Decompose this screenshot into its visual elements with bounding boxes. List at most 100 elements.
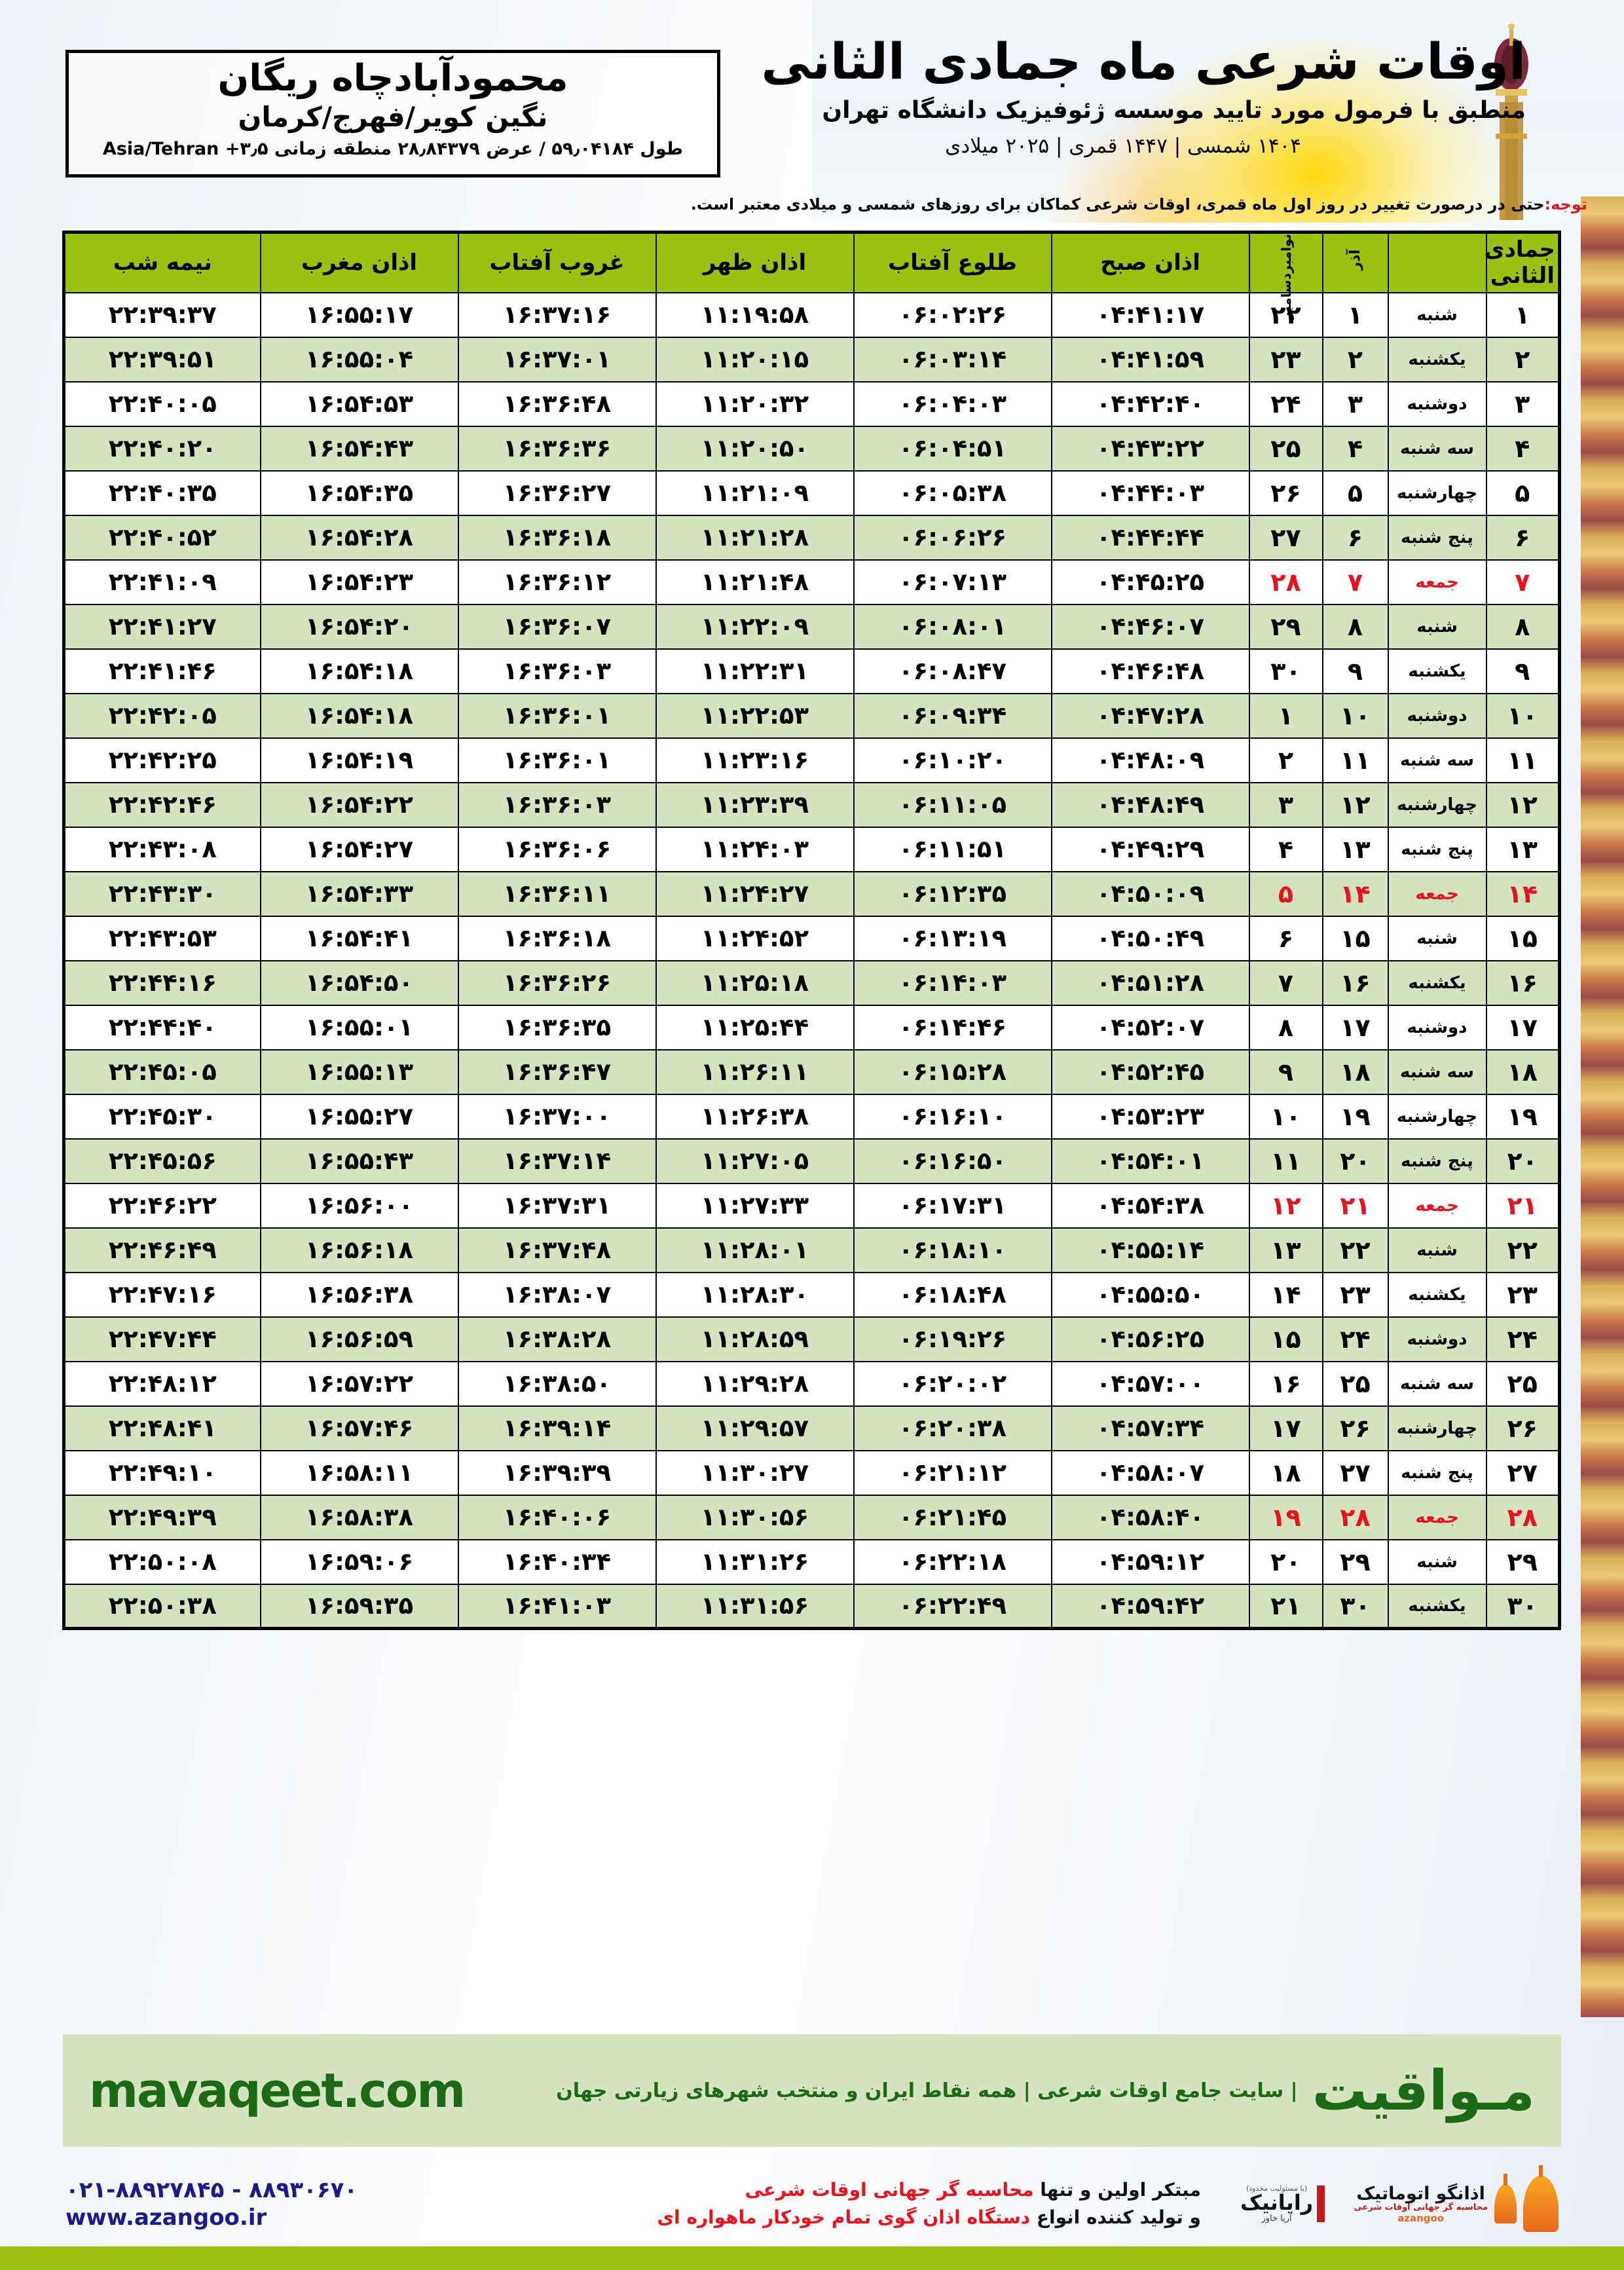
table-row: ۱۴ جمعه ۱۴ ۵ ۰۴:۵۰:۰۹ ۰۶:۱۲:۳۵ ۱۱:۲۴:۲۷ ۱۶:۳۶:۱… bbox=[63, 870, 1560, 917]
table-row: ۵ چهارشنبه ۵ ۲۶ ۰۴:۴۴:۰۳ ۰۶:۰۵:۳۸ ۱۱:۲۱:۰۹ ۱۶:۳… bbox=[63, 470, 1560, 516]
cell-fajr: ۰۴:۵۰:۰۹ bbox=[1050, 870, 1250, 917]
cell-fajr: ۰۴:۵۰:۴۹ bbox=[1050, 915, 1250, 961]
contact-website[interactable]: www.azangoo.ir bbox=[65, 2205, 267, 2231]
cell-sunrise: ۰۶:۰۲:۲۶ bbox=[853, 291, 1052, 338]
cell-jamadi-day: ۱۹ bbox=[1485, 1093, 1560, 1140]
cell-midnight: ۲۲:۴۶:۴۹ bbox=[63, 1227, 261, 1273]
cell-midnight: ۲۲:۴۸:۱۲ bbox=[63, 1360, 261, 1407]
cell-azar-day: ۱۰ bbox=[1321, 692, 1389, 739]
cell-azar-day: ۳ bbox=[1321, 381, 1389, 427]
cell-maghrib: ۱۶:۵۴:۲۲ bbox=[259, 781, 459, 828]
column-header-november: نوامبر bbox=[1278, 234, 1294, 274]
cell-azar-day: ۲۹ bbox=[1321, 1538, 1389, 1585]
cell-jamadi-day: ۸ bbox=[1485, 603, 1560, 650]
cell-gregorian-day: ۲۲ bbox=[1248, 291, 1323, 338]
cell-azar-day: ۲۷ bbox=[1321, 1449, 1389, 1496]
cell-midnight: ۲۲:۴۷:۱۶ bbox=[63, 1271, 261, 1318]
cell-jamadi-day: ۹ bbox=[1485, 648, 1560, 694]
table-row: ۲۲ شنبه ۲۲ ۱۳ ۰۴:۵۵:۱۴ ۰۶:۱۸:۱۰ ۱۱:۲۸:۰۱ ۱۶:۳۷:… bbox=[63, 1227, 1560, 1273]
cell-sunrise: ۰۶:۱۸:۴۸ bbox=[853, 1271, 1052, 1318]
rayanik-name: رایانیک bbox=[1240, 2190, 1314, 2216]
azangoo-subtitle: محاسبه گر جهانی اوقات شرعی bbox=[1354, 2203, 1488, 2213]
cell-dhuhr: ۱۱:۲۲:۰۹ bbox=[655, 603, 855, 650]
cell-weekday: سه شنبه bbox=[1387, 1360, 1487, 1407]
cell-dhuhr: ۱۱:۲۵:۱۸ bbox=[655, 959, 855, 1006]
cell-maghrib: ۱۶:۵۷:۲۲ bbox=[259, 1360, 459, 1407]
cell-midnight: ۲۲:۴۵:۳۰ bbox=[63, 1093, 261, 1140]
cell-jamadi-day: ۲۵ bbox=[1485, 1360, 1560, 1407]
cell-sunrise: ۰۶:۱۶:۱۰ bbox=[853, 1093, 1052, 1140]
column-header-dhuhr: اذان ظهر bbox=[655, 231, 855, 293]
cell-weekday: دوشنبه bbox=[1387, 381, 1487, 427]
cell-weekday: چهارشنبه bbox=[1387, 470, 1487, 516]
cell-fajr: ۰۴:۵۹:۴۲ bbox=[1050, 1583, 1250, 1629]
cell-fajr: ۰۴:۴۲:۴۰ bbox=[1050, 381, 1250, 427]
cell-dhuhr: ۱۱:۲۱:۲۸ bbox=[655, 514, 855, 561]
azangoo-logo: اذانگو اتوماتیک محاسبه گر جهانی اوقات شر… bbox=[1354, 2176, 1559, 2232]
cell-dhuhr: ۱۱:۲۱:۴۸ bbox=[655, 559, 855, 605]
column-header-sunrise: طلوع آفتاب bbox=[853, 231, 1052, 293]
cell-sunset: ۱۶:۳۸:۰۷ bbox=[457, 1271, 657, 1318]
mavaqeet-site-link[interactable]: mavaqeet.com bbox=[89, 2063, 466, 2118]
cell-sunset: ۱۶:۳۹:۱۴ bbox=[457, 1405, 657, 1451]
cell-jamadi-day: ۱۲ bbox=[1485, 781, 1560, 828]
cell-jamadi-day: ۳۰ bbox=[1485, 1583, 1560, 1629]
cell-sunset: ۱۶:۳۹:۳۹ bbox=[457, 1449, 657, 1496]
cell-midnight: ۲۲:۴۱:۴۶ bbox=[63, 648, 261, 694]
cell-sunset: ۱۶:۳۷:۴۸ bbox=[457, 1227, 657, 1273]
cell-dhuhr: ۱۱:۲۷:۰۵ bbox=[655, 1138, 855, 1184]
cell-fajr: ۰۴:۵۸:۰۷ bbox=[1050, 1449, 1250, 1496]
cell-azar-day: ۱۲ bbox=[1321, 781, 1389, 828]
cell-jamadi-day: ۲۴ bbox=[1485, 1316, 1560, 1362]
cell-fajr: ۰۴:۵۲:۴۵ bbox=[1050, 1049, 1250, 1095]
cell-maghrib: ۱۶:۵۴:۴۳ bbox=[259, 425, 459, 472]
column-header-jamadi: جمادی الثانی bbox=[1484, 231, 1560, 293]
cell-gregorian-day: ۱۷ bbox=[1248, 1405, 1323, 1451]
cell-sunset: ۱۶:۳۷:۱۴ bbox=[457, 1138, 657, 1184]
cell-fajr: ۰۴:۴۱:۵۹ bbox=[1050, 336, 1250, 382]
cell-maghrib: ۱۶:۵۴:۳۵ bbox=[259, 470, 459, 516]
cell-weekday: شنبه bbox=[1387, 603, 1487, 650]
cell-midnight: ۲۲:۴۲:۲۵ bbox=[63, 737, 261, 783]
cell-midnight: ۲۲:۴۳:۰۸ bbox=[63, 826, 261, 872]
cell-gregorian-day: ۲۶ bbox=[1248, 470, 1323, 516]
table-row: ۲۳ یکشنبه ۲۳ ۱۴ ۰۴:۵۵:۵۰ ۰۶:۱۸:۴۸ ۱۱:۲۸:۳۰ ۱۶:۳… bbox=[63, 1271, 1560, 1318]
table-row: ۱۰ دوشنبه ۱۰ ۱ ۰۴:۴۷:۲۸ ۰۶:۰۹:۳۴ ۱۱:۲۲:۵۳ ۱۶:۳۶… bbox=[63, 692, 1560, 739]
cell-azar-day: ۱ bbox=[1321, 291, 1389, 338]
cell-sunset: ۱۶:۳۶:۳۵ bbox=[457, 1004, 657, 1051]
cell-maghrib: ۱۶:۵۹:۳۵ bbox=[259, 1583, 459, 1629]
slogan-2a: و تولید کننده انواع bbox=[1030, 2206, 1201, 2228]
location-box: محمودآبادچاه ریگان نگین کویر/فهرج/کرمان … bbox=[65, 50, 720, 177]
cell-midnight: ۲۲:۴۵:۵۶ bbox=[63, 1138, 261, 1184]
cell-dhuhr: ۱۱:۲۴:۰۳ bbox=[655, 826, 855, 872]
cell-weekday: دوشنبه bbox=[1387, 692, 1487, 739]
cell-midnight: ۲۲:۴۱:۲۷ bbox=[63, 603, 261, 650]
cell-sunrise: ۰۶:۰۹:۳۴ bbox=[853, 692, 1052, 739]
cell-maghrib: ۱۶:۵۴:۱۸ bbox=[259, 648, 459, 694]
cell-fajr: ۰۴:۵۵:۵۰ bbox=[1050, 1271, 1250, 1318]
cell-jamadi-day: ۱۵ bbox=[1485, 915, 1560, 961]
cell-sunset: ۱۶:۳۶:۱۸ bbox=[457, 514, 657, 561]
cell-weekday: شنبه bbox=[1387, 291, 1487, 338]
dome-small-icon bbox=[1494, 2184, 1517, 2223]
cell-midnight: ۲۲:۴۴:۴۰ bbox=[63, 1004, 261, 1051]
cell-maghrib: ۱۶:۵۶:۳۸ bbox=[259, 1271, 459, 1318]
column-header-december: دسامبر bbox=[1278, 273, 1294, 320]
cell-sunset: ۱۶:۳۶:۳۶ bbox=[457, 425, 657, 472]
cell-sunset: ۱۶:۳۶:۰۳ bbox=[457, 648, 657, 694]
cell-gregorian-day: ۲۵ bbox=[1248, 425, 1323, 472]
cell-sunset: ۱۶:۳۶:۴۸ bbox=[457, 381, 657, 427]
cell-weekday: جمعه bbox=[1387, 1494, 1487, 1540]
cell-midnight: ۲۲:۴۰:۲۰ bbox=[63, 425, 261, 472]
footer-slogan-line1: مبتکر اولین و تنها محاسبه گر جهانی اوقات… bbox=[657, 2176, 1200, 2204]
table-row: ۲۴ دوشنبه ۲۴ ۱۵ ۰۴:۵۶:۲۵ ۰۶:۱۹:۲۶ ۱۱:۲۸:۵۹ ۱۶:۳… bbox=[63, 1316, 1560, 1362]
cell-fajr: ۰۴:۴۷:۲۸ bbox=[1050, 692, 1250, 739]
cell-jamadi-day: ۷ bbox=[1485, 559, 1560, 605]
cell-jamadi-day: ۲ bbox=[1485, 336, 1560, 382]
cell-jamadi-day: ۳ bbox=[1485, 381, 1560, 427]
table-row: ۲۸ جمعه ۲۸ ۱۹ ۰۴:۵۸:۴۰ ۰۶:۲۱:۴۵ ۱۱:۳۰:۵۶ ۱۶:۴۰:… bbox=[63, 1494, 1560, 1540]
table-row: ۲۹ شنبه ۲۹ ۲۰ ۰۴:۵۹:۱۲ ۰۶:۲۲:۱۸ ۱۱:۳۱:۲۶ ۱۶:۴۰:… bbox=[63, 1538, 1560, 1585]
cell-dhuhr: ۱۱:۲۳:۱۶ bbox=[655, 737, 855, 783]
cell-gregorian-day: ۱ bbox=[1248, 692, 1323, 739]
cell-sunset: ۱۶:۳۶:۰۶ bbox=[457, 826, 657, 872]
